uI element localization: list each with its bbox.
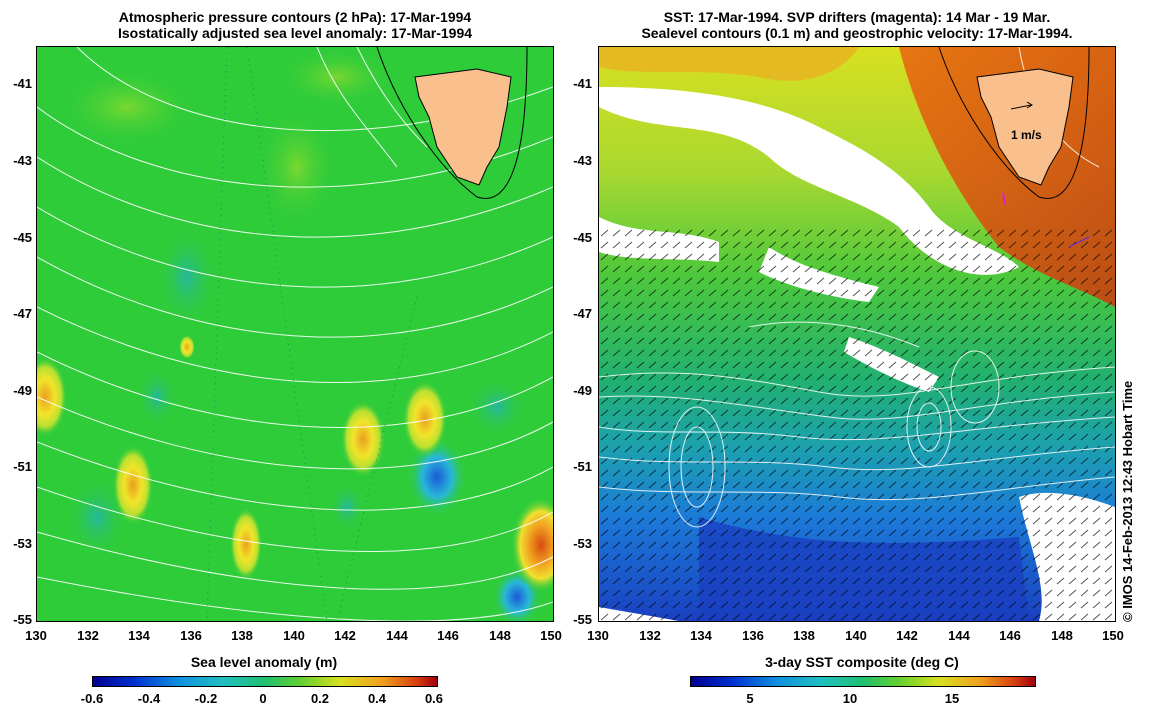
x-tick: 132: [639, 628, 661, 643]
colorbar-tick: 0: [259, 691, 267, 706]
imos-credit: © IMOS 14-Feb-2013 12:43 Hobart Time: [1120, 380, 1135, 622]
colorbar-tick: 0.6: [424, 691, 444, 706]
y-tick: -51: [13, 459, 32, 474]
x-tick: 146: [999, 628, 1021, 643]
y-tick: -55: [573, 612, 592, 627]
sla-colorbar: [92, 676, 438, 687]
y-tick: -45: [13, 230, 32, 245]
y-tick: -53: [573, 536, 592, 551]
velocity-scale-arrow: [1010, 104, 1032, 110]
colorbar-tick: -0.4: [137, 691, 161, 706]
colorbar-tick: -0.6: [80, 691, 104, 706]
x-tick: 138: [231, 628, 253, 643]
x-tick: 136: [180, 628, 202, 643]
x-tick: 130: [587, 628, 609, 643]
y-tick: -43: [573, 153, 592, 168]
svp-drifter-track: [1002, 192, 1006, 206]
x-tick: 130: [25, 628, 47, 643]
left-title-line2: Isostatically adjusted sea level anomaly…: [117, 25, 473, 41]
x-tick: 138: [793, 628, 815, 643]
colorbar-tick: 0.4: [367, 691, 387, 706]
right-title-line2: Sealevel contours (0.1 m) and geostrophi…: [641, 25, 1073, 41]
x-tick: 134: [690, 628, 712, 643]
velocity-scale-label: 1 m/s: [1011, 128, 1042, 142]
left-title-line1: Atmospheric pressure contours (2 hPa): 1…: [118, 9, 472, 25]
colorbar-tick: 10: [842, 691, 858, 706]
x-tick: 144: [386, 628, 408, 643]
x-tick: 150: [1102, 628, 1124, 643]
x-tick: 148: [1051, 628, 1073, 643]
x-tick: 136: [742, 628, 764, 643]
x-tick: 142: [334, 628, 356, 643]
sst-field: 1 m/s: [599, 47, 1115, 621]
sea-level-anomaly-map: [36, 46, 554, 622]
sst-colorbar: [690, 676, 1036, 687]
y-tick: -47: [573, 306, 592, 321]
x-tick: 140: [845, 628, 867, 643]
sst-composite-map: 1 m/s: [598, 46, 1116, 622]
colorbar-tick: 5: [746, 691, 754, 706]
x-tick: 146: [437, 628, 459, 643]
y-tick: -45: [573, 230, 592, 245]
sst-colorbar-title: 3-day SST composite (deg C): [765, 654, 959, 670]
x-tick: 150: [540, 628, 562, 643]
y-tick: -53: [13, 536, 32, 551]
colorbar-tick: 15: [944, 691, 960, 706]
x-tick: 142: [896, 628, 918, 643]
x-tick: 140: [283, 628, 305, 643]
y-tick: -49: [13, 383, 32, 398]
colorbar-tick: 0.2: [310, 691, 330, 706]
y-tick: -41: [573, 76, 592, 91]
sla-colorbar-title: Sea level anomaly (m): [190, 654, 338, 670]
right-title-line1: SST: 17-Mar-1994. SVP drifters (magenta)…: [663, 9, 1051, 25]
y-tick: -41: [13, 76, 32, 91]
y-tick: -49: [573, 383, 592, 398]
y-tick: -43: [13, 153, 32, 168]
colorbar-tick: -0.2: [194, 691, 218, 706]
tasmania-landmass: [976, 68, 1074, 186]
x-tick: 148: [489, 628, 511, 643]
tasmania-landmass: [414, 68, 512, 186]
y-tick: -55: [13, 612, 32, 627]
x-tick: 132: [77, 628, 99, 643]
sea-level-anomaly-field: [37, 47, 553, 621]
y-tick: -51: [573, 459, 592, 474]
y-tick: -47: [13, 306, 32, 321]
x-tick: 134: [128, 628, 150, 643]
x-tick: 144: [948, 628, 970, 643]
